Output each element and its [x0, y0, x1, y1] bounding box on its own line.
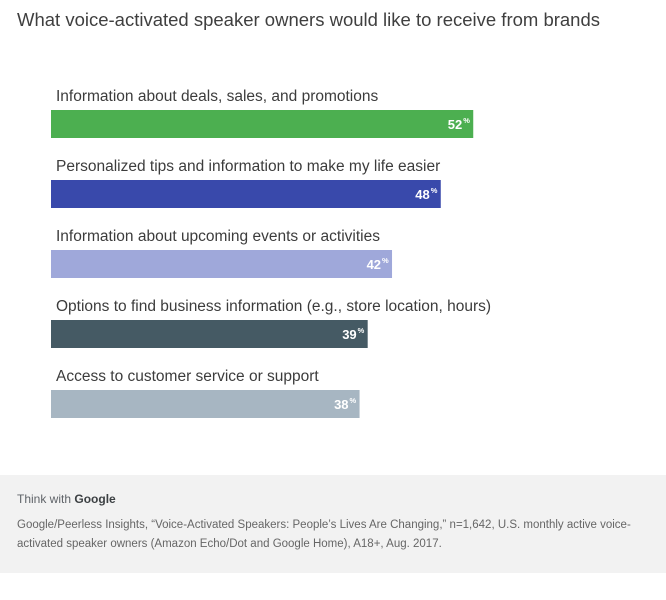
value-unit-personalized-tips-and-information-to-mak: % — [431, 186, 438, 195]
brand-name: Google — [74, 492, 116, 506]
bar-information-about-upcoming-events-or-act — [51, 250, 393, 278]
category-label-information-about-deals-sales-and-promot: Information about deals, sales, and prom… — [56, 88, 378, 105]
bar-options-to-find-business-information-e-g — [51, 320, 368, 348]
category-label-personalized-tips-and-information-to-mak: Personalized tips and information to mak… — [56, 158, 440, 175]
brand-prefix: Think with — [17, 492, 72, 506]
chart-title: What voice-activated speaker owners woul… — [17, 9, 601, 30]
bar-personalized-tips-and-information-to-mak — [51, 180, 441, 208]
value-unit-access-to-customer-service-or-support: % — [350, 396, 357, 405]
value-label-access-to-customer-service-or-support: 38 — [334, 397, 348, 412]
bar-access-to-customer-service-or-support — [51, 390, 360, 418]
category-label-access-to-customer-service-or-support: Access to customer service or support — [56, 368, 319, 385]
bar-chart: Information about deals, sales, and prom… — [0, 70, 666, 430]
footer: Think with Google Google/Peerless Insigh… — [0, 475, 666, 573]
category-label-information-about-upcoming-events-or-act: Information about upcoming events or act… — [56, 228, 380, 245]
value-unit-information-about-deals-sales-and-promot: % — [463, 116, 470, 125]
value-label-information-about-upcoming-events-or-act: 42 — [367, 257, 381, 272]
bar-chart-svg: Information about deals, sales, and prom… — [51, 88, 491, 418]
value-label-options-to-find-business-information-e-g: 39 — [342, 327, 356, 342]
value-label-personalized-tips-and-information-to-mak: 48 — [415, 187, 429, 202]
source-note: Google/Peerless Insights, “Voice-Activat… — [17, 519, 631, 550]
bar-information-about-deals-sales-and-promot — [51, 110, 474, 138]
think-with-google-logo: Think with Google — [17, 492, 116, 506]
value-unit-options-to-find-business-information-e-g: % — [358, 326, 365, 335]
category-label-options-to-find-business-information-e-g: Options to find business information (e.… — [56, 298, 491, 315]
value-label-information-about-deals-sales-and-promot: 52 — [448, 117, 462, 132]
value-unit-information-about-upcoming-events-or-act: % — [382, 256, 389, 265]
